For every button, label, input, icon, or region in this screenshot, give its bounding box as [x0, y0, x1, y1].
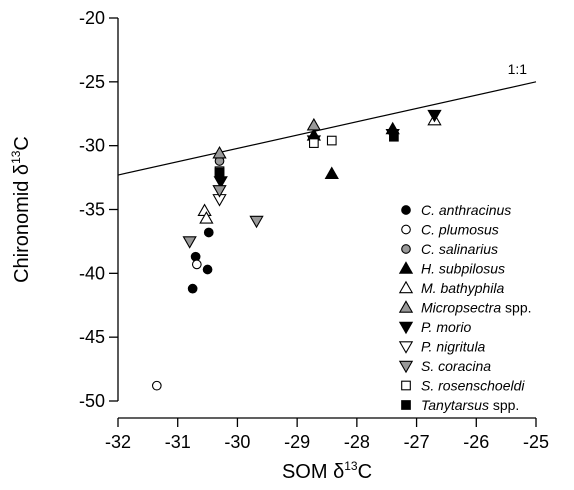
- legend-marker: [401, 244, 411, 254]
- data-point: [191, 259, 202, 270]
- legend-marker: [398, 321, 414, 335]
- series-5: [212, 117, 322, 159]
- data-point: [187, 283, 198, 294]
- legend-label: M. bathyphila: [421, 280, 504, 296]
- data-point: [212, 185, 227, 198]
- reference-line-1-1: [117, 81, 537, 176]
- series-9: [214, 135, 337, 177]
- data-point: [326, 135, 337, 146]
- reference-line-group: 1:1: [117, 61, 537, 176]
- series-3: [306, 121, 400, 179]
- data-point: [182, 236, 197, 249]
- data-point: [197, 203, 212, 216]
- x-tick-label: -25: [523, 432, 549, 452]
- data-point: [324, 166, 339, 179]
- legend-marker: [401, 224, 411, 235]
- legend-label: C. plumosus: [421, 222, 499, 238]
- legend: C. anthracinus C. plumosus C. salinarius H.…: [398, 202, 532, 413]
- data-point: [202, 264, 213, 275]
- x-tick-label: -26: [463, 432, 489, 452]
- x-tick-label: -32: [105, 432, 131, 452]
- legend-label: Micropsectra spp.: [421, 300, 532, 316]
- axes: -50 -45 -40 -35 -30 -25 -20 -32 -31 -30 -29 -28 -27 -…: [79, 8, 549, 452]
- legend-marker: [398, 360, 414, 374]
- data-point: [214, 167, 225, 178]
- y-tick-label: -45: [79, 327, 105, 347]
- legend-label: P. nigritula: [421, 339, 486, 355]
- y-tick-label: -20: [79, 8, 105, 28]
- reference-line-label: 1:1: [508, 61, 528, 77]
- data-point: [203, 227, 214, 238]
- series-8: [182, 185, 264, 249]
- y-axis-title: Chironomid δ13C: [9, 136, 33, 283]
- legend-marker: [398, 280, 414, 294]
- y-tick-label: -25: [79, 72, 105, 92]
- y-tick-label: -50: [79, 391, 105, 411]
- legend-label: Tanytarsus spp.: [421, 397, 519, 413]
- legend-label: S. coracina: [421, 358, 491, 374]
- legend-label: S. rosenschoeldi: [421, 378, 525, 394]
- data-point: [427, 109, 442, 123]
- data-point: [309, 138, 319, 148]
- data-point: [199, 211, 214, 224]
- legend-marker: [401, 205, 411, 215]
- legend-label: C. anthracinus: [421, 202, 511, 218]
- y-tick-label: -35: [79, 200, 105, 220]
- x-axis-title: SOM δ13C: [282, 459, 372, 483]
- legend-marker: [401, 380, 411, 391]
- data-points: [151, 109, 442, 391]
- series-10: [214, 131, 399, 178]
- data-point: [151, 380, 162, 391]
- data-point: [306, 117, 322, 131]
- y-tick-label: -40: [79, 263, 105, 283]
- legend-marker: [398, 261, 414, 274]
- data-point: [389, 131, 399, 142]
- legend-marker: [398, 341, 414, 354]
- x-tick-label: -28: [344, 432, 370, 452]
- legend-label: C. salinarius: [421, 241, 498, 257]
- x-tick-label: -29: [284, 432, 310, 452]
- y-tick-label: -30: [79, 136, 105, 156]
- series-0: [187, 227, 214, 294]
- legend-marker: [398, 300, 414, 313]
- legend-label: P. morio: [421, 319, 472, 335]
- axis-titles: SOM δ13C Chironomid δ13C: [9, 136, 372, 483]
- series-1: [151, 259, 202, 391]
- data-point: [212, 146, 227, 159]
- x-tick-label: -27: [404, 432, 430, 452]
- legend-label: H. subpilosus: [421, 261, 505, 277]
- data-point: [249, 215, 264, 229]
- x-tick-label: -31: [165, 432, 191, 452]
- x-tick-label: -30: [224, 432, 250, 452]
- legend-marker: [401, 400, 411, 410]
